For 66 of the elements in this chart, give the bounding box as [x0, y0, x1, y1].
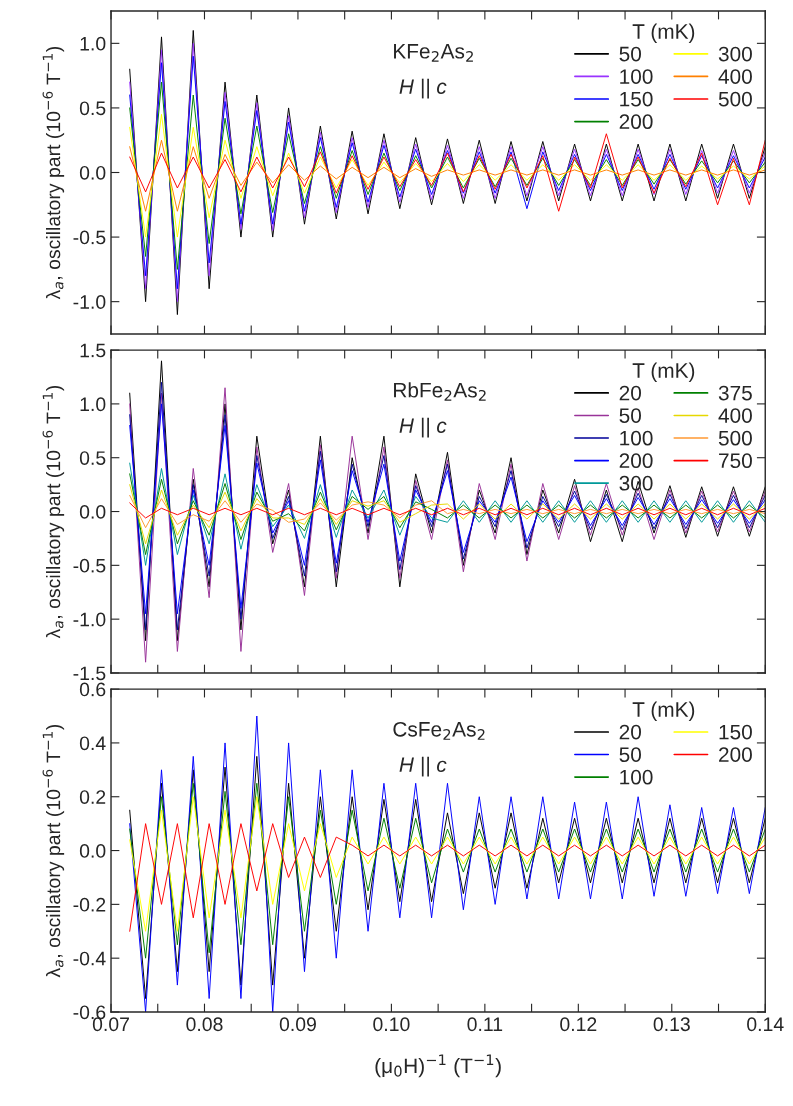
x-tick-label: 0.10 [373, 1017, 410, 1032]
y-axis-title: λ$_{a}$, oscillatory part (10$^{−6}$ T$^{−1}$) [42, 724, 65, 978]
y-tick-label: -0.5 [73, 558, 106, 573]
legend-label: 200 [619, 114, 653, 130]
y-tick-label: -0.5 [73, 230, 106, 245]
x-tick-label: 0.08 [186, 1017, 223, 1032]
y-tick-label: -0.4 [73, 951, 106, 966]
legend-label: 500 [718, 91, 752, 107]
legend-title: T (mK) [632, 362, 695, 382]
y-tick-label: 1.0 [80, 36, 106, 51]
x-tick-label: 0.14 [747, 1017, 784, 1032]
y-tick-label: 0.0 [79, 165, 106, 180]
annotation: H || c [399, 756, 447, 777]
annotation: H || c [399, 78, 447, 99]
legend-label: 200 [619, 453, 653, 469]
y-tick-label: 0.2 [79, 790, 106, 804]
x-tick-label: 0.13 [653, 1017, 690, 1032]
y-axis-title: λ$_{a}$, oscillatory part (10$^{−6}$ T$^{−1}$) [42, 385, 65, 639]
line-series [129, 113, 766, 238]
y-tick-label: 0.5 [79, 451, 106, 465]
legend-label: 400 [718, 408, 752, 423]
line-series [129, 502, 766, 519]
legend-label: 100 [620, 430, 653, 446]
y-tick-label: 0.4 [79, 736, 106, 751]
legend-label: 400 [718, 69, 752, 84]
line-series [129, 494, 766, 529]
legend-label: 500 [718, 430, 752, 446]
line-series [129, 796, 766, 932]
y-tick-label: 0.6 [79, 682, 106, 697]
y-tick-label: 0.0 [79, 844, 106, 858]
legend-label: 20 [619, 385, 642, 401]
y-tick-label: -1.0 [73, 295, 106, 309]
annotation: H || c [399, 417, 447, 438]
y-tick-label: -1.5 [73, 666, 106, 681]
legend-label: 200 [719, 747, 752, 762]
legend-title: T (mK) [632, 701, 695, 722]
legend-label: 300 [718, 46, 752, 62]
legend-label: 750 [719, 453, 752, 469]
annotation: KFe$_{2}$As$_{2}$ [394, 44, 473, 62]
legend-label: 50 [619, 408, 642, 423]
y-tick-label: 0.5 [79, 101, 106, 116]
y-tick-label: -0.2 [73, 897, 106, 912]
annotation: RbFe$_{2}$As$_{2}$ [394, 382, 486, 401]
y-tick-label: -1.0 [73, 612, 106, 627]
line-series [129, 823, 766, 932]
y-tick-label: 0.0 [79, 504, 106, 519]
y-axis-title: λ$_{a}$, oscillatory part (10$^{−6}$ T$^{−1}$) [42, 46, 65, 300]
legend-label: 50 [619, 46, 642, 62]
x-tick-label: 0.12 [560, 1017, 597, 1032]
legend-label: 20 [619, 724, 642, 740]
legend-label: 100 [620, 769, 653, 785]
legend-label: 150 [620, 91, 653, 107]
line-series [129, 473, 766, 556]
x-axis-title: (μ$_{0}$H)$^{−1}$ (T$^{−1}$) [375, 1054, 501, 1078]
x-tick-label: 0.09 [279, 1017, 316, 1032]
y-tick-label: 1.5 [80, 343, 106, 358]
line-series [129, 403, 766, 615]
legend-title: T (mK) [632, 23, 695, 43]
legend-label: 100 [620, 69, 653, 84]
y-tick-label: 1.0 [80, 397, 106, 412]
legend-label: 150 [719, 724, 752, 740]
legend-label: 50 [619, 747, 642, 762]
x-tick-label: 0.11 [467, 1017, 503, 1032]
annotation: CsFe$_{2}$As$_{2}$ [393, 721, 485, 740]
legend-label: 300 [619, 475, 653, 491]
legend-label: 375 [718, 385, 752, 401]
